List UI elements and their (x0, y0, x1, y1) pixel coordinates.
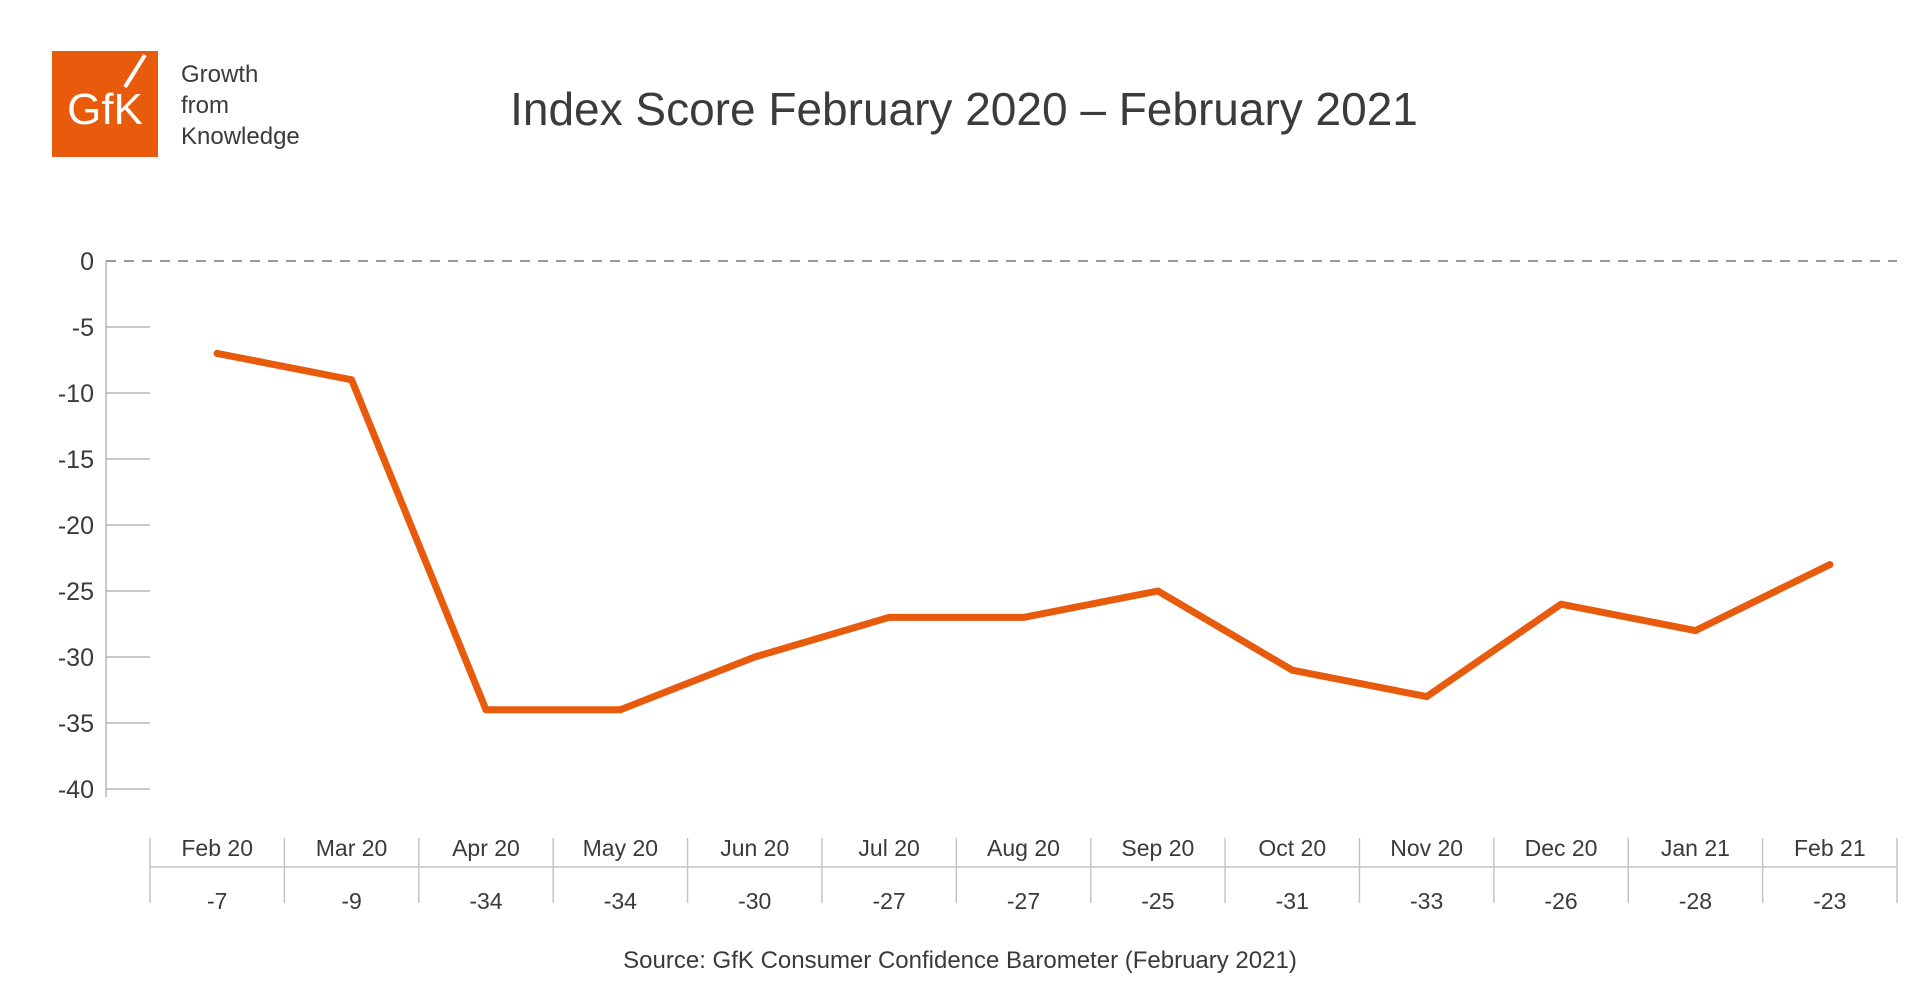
data-value-label: -23 (1813, 888, 1846, 914)
data-value-label: -25 (1141, 888, 1174, 914)
chart-title: Index Score February 2020 – February 202… (510, 83, 1418, 135)
data-value-label: -9 (341, 888, 361, 914)
data-value-label: -34 (469, 888, 502, 914)
x-category-label: Feb 20 (181, 835, 253, 861)
y-tick-label: -30 (58, 644, 94, 672)
y-tick-label: -40 (58, 776, 94, 804)
data-value-label: -30 (738, 888, 771, 914)
logo-tagline: Growth from Knowledge (181, 59, 300, 152)
x-category-label: Feb 21 (1794, 835, 1866, 861)
x-category-label: Nov 20 (1390, 835, 1463, 861)
data-point (616, 706, 624, 714)
logo-wordmark: GfK (67, 85, 143, 134)
y-tick-label: -5 (72, 314, 94, 342)
gfk-logo: GfK (52, 51, 158, 157)
source-note: Source: GfK Consumer Confidence Baromete… (623, 947, 1297, 974)
data-point (1691, 627, 1699, 635)
data-value-label: -27 (1007, 888, 1040, 914)
data-point (482, 706, 490, 714)
data-point (1154, 587, 1162, 595)
x-category-label: May 20 (583, 835, 658, 861)
x-category-label: Jul 20 (858, 835, 919, 861)
data-value-label: -26 (1544, 888, 1577, 914)
y-tick-label: -15 (58, 446, 94, 474)
series-line (213, 349, 1834, 714)
x-category-label: Aug 20 (987, 835, 1060, 861)
data-point (1288, 666, 1296, 674)
data-value-label: -34 (604, 888, 637, 914)
y-axis-ticks: 0 -5 -10 -15 -20 -25 -30 -35 -40 (58, 248, 150, 804)
tagline-line-2: from (181, 92, 229, 119)
data-point (1423, 693, 1431, 701)
y-tick-label: -20 (58, 512, 94, 540)
x-category-label: Oct 20 (1258, 835, 1326, 861)
x-category-label: Dec 20 (1525, 835, 1598, 861)
chart-series (213, 349, 1834, 714)
data-value-label: -27 (872, 888, 905, 914)
gfk-logo-mark: GfK (67, 53, 147, 134)
x-category-label: Mar 20 (316, 835, 388, 861)
x-category-label: Jan 21 (1661, 835, 1730, 861)
data-point (213, 349, 221, 357)
tagline-line-1: Growth (181, 61, 259, 88)
data-value-label: -31 (1276, 888, 1309, 914)
data-point (751, 653, 759, 661)
data-value-label: -7 (207, 888, 227, 914)
x-category-label: Sep 20 (1121, 835, 1194, 861)
tagline-line-3: Knowledge (181, 123, 300, 150)
data-point (1826, 561, 1834, 569)
data-value-label: -33 (1410, 888, 1443, 914)
chart-axes (105, 260, 1897, 797)
x-category-label: Apr 20 (452, 835, 520, 861)
data-point (1557, 600, 1565, 608)
data-value-label: -28 (1679, 888, 1712, 914)
data-point (885, 613, 893, 621)
y-tick-label: -35 (58, 710, 94, 738)
y-tick-label: 0 (80, 248, 94, 276)
category-table: Feb 20 Mar 20 Apr 20 May 20 Jun 20 Jul 20 Aug … (149, 835, 1898, 914)
data-point (1020, 613, 1027, 621)
x-category-label: Jun 20 (720, 835, 789, 861)
y-tick-label: -25 (58, 578, 94, 606)
y-tick-label: -10 (58, 380, 94, 408)
data-point (348, 376, 356, 384)
